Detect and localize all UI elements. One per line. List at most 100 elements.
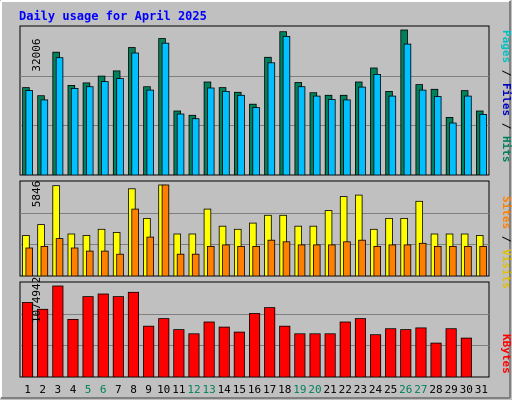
day-label-10: 10 — [157, 383, 170, 396]
visits-max-label: 5846 — [30, 181, 43, 208]
bar-sites-day-22 — [343, 241, 351, 277]
bar-sites-day-24 — [373, 245, 381, 277]
bar-files-day-2 — [40, 99, 49, 176]
day-label-28: 28 — [429, 383, 442, 396]
day-label-1: 1 — [24, 383, 31, 396]
bar-sites-day-17 — [267, 239, 276, 277]
bar-files-day-29 — [449, 122, 457, 176]
bar-sites-day-5 — [86, 250, 94, 277]
day-label-9: 9 — [145, 383, 152, 396]
day-label-5: 5 — [85, 383, 92, 396]
day-label-22: 22 — [339, 383, 352, 396]
legend-visits-sites: Sites / Visits — [500, 196, 512, 289]
bar-kbytes-day-14 — [218, 326, 230, 378]
bar-files-day-14 — [222, 91, 230, 176]
bar-files-day-20 — [312, 95, 321, 176]
bar-sites-day-13 — [206, 245, 215, 277]
bar-files-day-22 — [343, 99, 351, 176]
bar-sites-day-30 — [464, 245, 472, 277]
bar-files-day-23 — [358, 86, 366, 176]
bar-files-day-30 — [464, 95, 472, 176]
bar-sites-day-9 — [146, 236, 154, 277]
bar-sites-day-2 — [40, 245, 49, 277]
legend-sites: Sites — [500, 196, 512, 229]
day-label-18: 18 — [278, 383, 291, 396]
bar-kbytes-day-12 — [188, 333, 200, 378]
bar-files-day-26 — [403, 43, 412, 176]
day-label-3: 3 — [54, 383, 61, 396]
bar-kbytes-day-13 — [203, 321, 215, 378]
bar-sites-day-29 — [449, 245, 457, 277]
bar-sites-day-27 — [418, 242, 427, 277]
bar-kbytes-day-1 — [21, 302, 34, 378]
bar-sites-day-21 — [328, 244, 336, 277]
day-label-27: 27 — [414, 383, 427, 396]
bar-kbytes-day-20 — [309, 333, 321, 378]
legend-files: Files — [500, 83, 512, 116]
bar-kbytes-day-30 — [460, 337, 472, 378]
bar-sites-day-20 — [312, 244, 321, 277]
bar-files-day-25 — [388, 95, 397, 176]
bar-files-day-8 — [131, 52, 139, 176]
day-label-8: 8 — [130, 383, 137, 396]
bar-sites-day-7 — [116, 253, 124, 277]
chart-title: Daily usage for April 2025 — [19, 9, 207, 23]
bar-kbytes-day-24 — [369, 334, 382, 378]
bar-sites-day-31 — [479, 245, 487, 277]
bar-kbytes-day-8 — [127, 291, 140, 378]
bar-files-day-3 — [55, 57, 64, 176]
bar-kbytes-day-26 — [400, 329, 412, 378]
bar-files-day-6 — [101, 81, 109, 176]
bar-sites-day-14 — [222, 244, 230, 277]
day-label-30: 30 — [460, 383, 473, 396]
bar-sites-day-11 — [176, 253, 185, 277]
bar-files-day-5 — [86, 86, 94, 176]
bar-kbytes-day-16 — [248, 313, 261, 378]
bar-sites-day-3 — [55, 238, 64, 277]
day-label-24: 24 — [369, 383, 383, 396]
bar-sites-day-25 — [388, 244, 397, 277]
bar-kbytes-day-5 — [82, 296, 94, 378]
bar-files-day-18 — [282, 36, 291, 176]
bar-sites-day-18 — [282, 241, 291, 277]
panel-hits_files_pages — [19, 25, 490, 176]
day-label-15: 15 — [233, 383, 246, 396]
bar-files-day-24 — [373, 74, 381, 176]
day-label-23: 23 — [354, 383, 367, 396]
day-label-6: 6 — [100, 383, 107, 396]
svg-text:Pages / Files: Pages / Files / Hits — [500, 30, 512, 163]
bar-files-day-1 — [25, 90, 33, 176]
bar-sites-day-26 — [403, 244, 412, 277]
svg-text:Sites / Visits: Sites / Visits — [500, 196, 512, 289]
bar-kbytes-day-29 — [445, 328, 457, 378]
bar-sites-day-16 — [252, 245, 260, 277]
day-label-7: 7 — [115, 383, 122, 396]
bar-kbytes-day-27 — [415, 327, 427, 378]
bar-kbytes-day-19 — [294, 333, 306, 378]
bar-sites-day-12 — [191, 253, 200, 277]
bar-files-day-16 — [252, 107, 260, 176]
bar-kbytes-day-18 — [279, 325, 291, 378]
bar-kbytes-day-3 — [52, 285, 64, 378]
bar-sites-day-4 — [70, 247, 79, 277]
bar-kbytes-day-17 — [264, 307, 276, 378]
legend-kbytes: KBytes — [500, 334, 512, 374]
day-label-13: 13 — [202, 383, 215, 396]
bar-sites-day-6 — [101, 250, 109, 277]
bar-files-day-4 — [70, 88, 79, 176]
day-label-25: 25 — [384, 383, 397, 396]
day-label-4: 4 — [70, 383, 77, 396]
day-label-29: 29 — [445, 383, 458, 396]
legend-hits-files-pages: Pages / Files / Hits — [500, 30, 512, 163]
bar-sites-day-8 — [131, 208, 139, 277]
bar-files-day-13 — [206, 87, 215, 176]
bar-files-day-21 — [328, 99, 336, 176]
bar-sites-day-19 — [297, 244, 306, 277]
bar-sites-day-1 — [25, 247, 33, 277]
bar-kbytes-day-4 — [67, 318, 79, 378]
bar-kbytes-day-11 — [173, 329, 185, 378]
bar-kbytes-day-2 — [37, 308, 49, 378]
bar-files-day-11 — [176, 113, 185, 176]
hits-max-label: 32006 — [30, 38, 43, 71]
